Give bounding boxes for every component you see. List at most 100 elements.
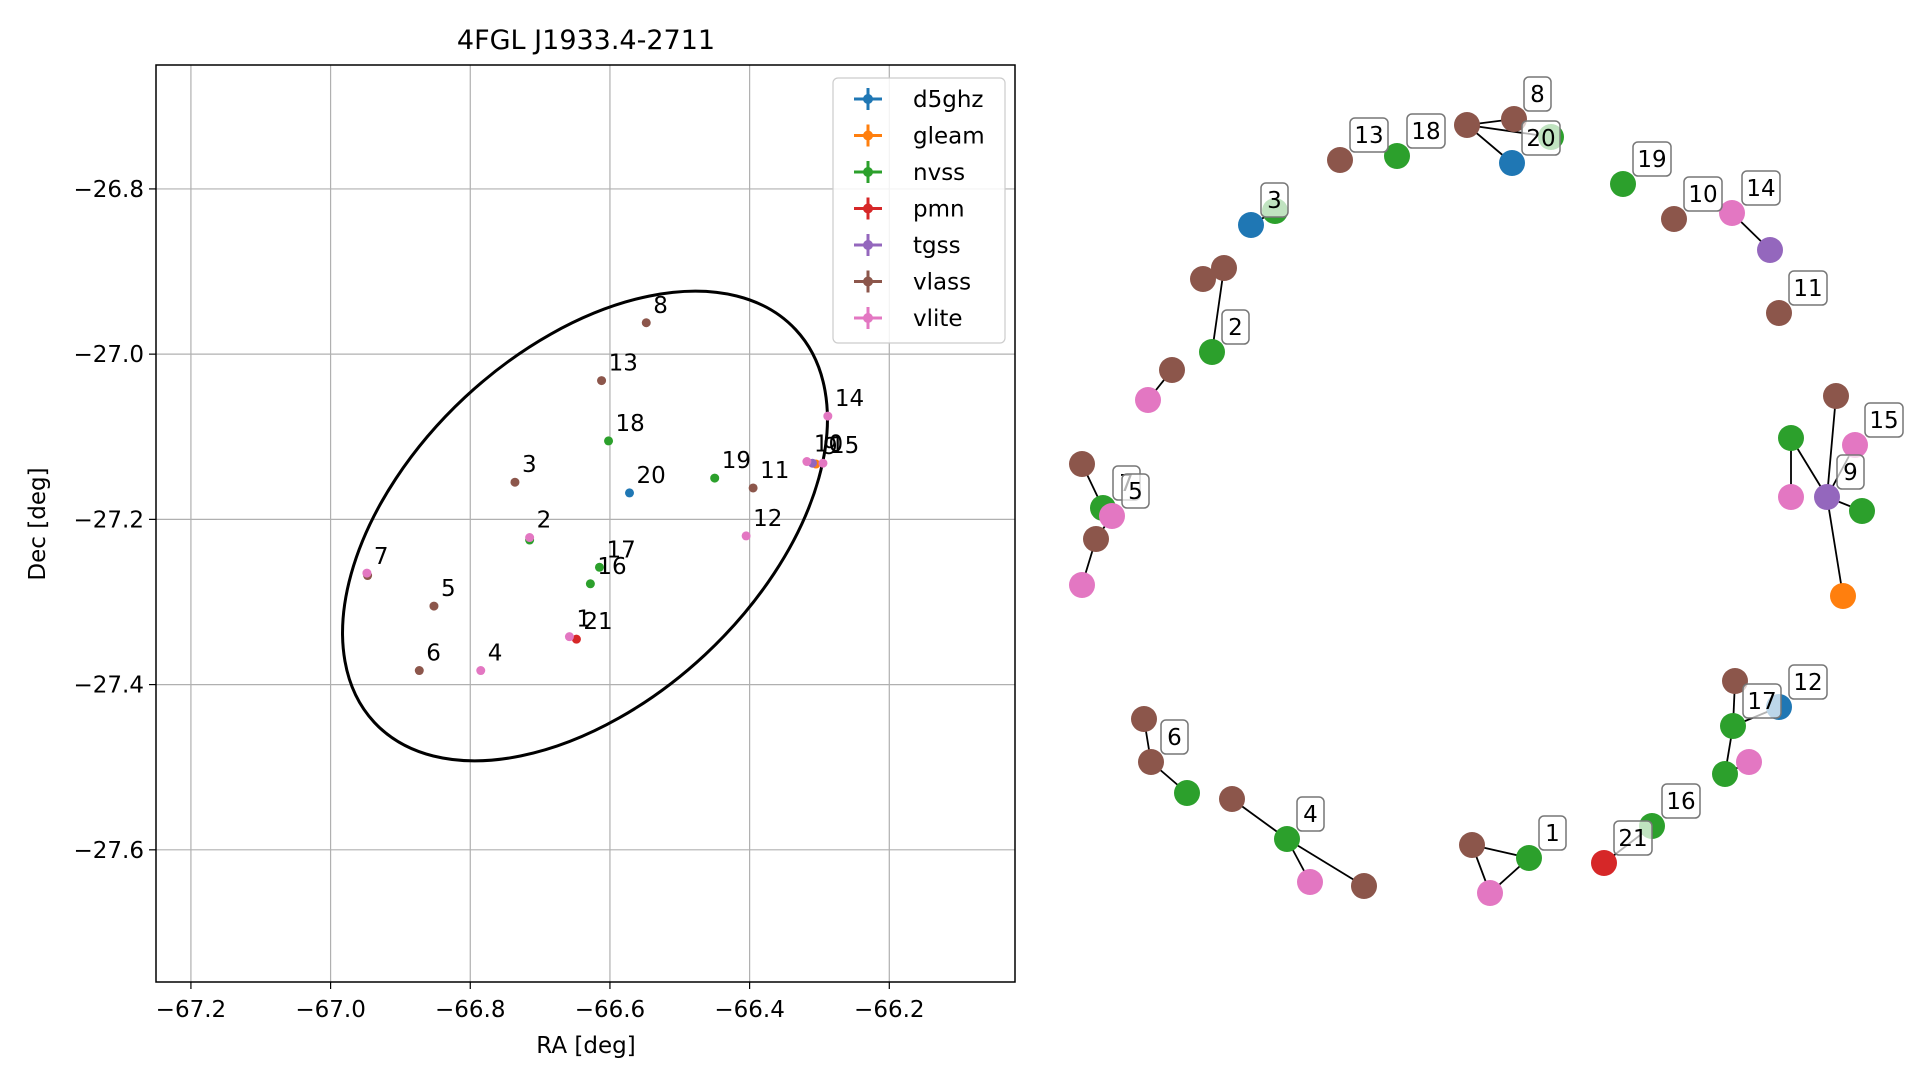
point-label: 3 bbox=[522, 452, 537, 478]
network-node-vlass bbox=[1083, 526, 1109, 552]
network-label-box bbox=[1613, 820, 1653, 856]
network-nodes bbox=[1069, 106, 1875, 906]
network-label-text: 6 bbox=[1167, 725, 1182, 751]
network-node-vlass bbox=[1190, 266, 1216, 292]
network-label-box bbox=[1260, 182, 1289, 218]
data-point-vlite bbox=[362, 568, 372, 578]
network-label-box bbox=[1788, 664, 1828, 700]
network-label-text: 18 bbox=[1411, 119, 1440, 145]
network-label: 6 bbox=[1160, 719, 1189, 755]
legend-marker bbox=[863, 276, 873, 287]
legend-entry-gleam: gleam bbox=[854, 124, 985, 150]
network-label-text: 21 bbox=[1618, 826, 1647, 852]
network-edge bbox=[1826, 395, 1837, 498]
network-label: 4 bbox=[1296, 796, 1325, 832]
data-point-vlass bbox=[641, 318, 651, 328]
network-label: 12 bbox=[1788, 664, 1828, 700]
data-point-pmn bbox=[571, 634, 581, 644]
network-node-vlass bbox=[1722, 668, 1748, 694]
y-tick-label: −27.6 bbox=[74, 838, 144, 864]
network-label-box bbox=[1406, 113, 1446, 149]
network-node-vlass bbox=[1131, 706, 1157, 732]
network-label-text: 20 bbox=[1526, 126, 1555, 152]
network-label-box bbox=[1296, 796, 1325, 832]
network-label-box bbox=[1160, 719, 1189, 755]
network-label: 14 bbox=[1741, 170, 1781, 206]
network-label-text: 2 bbox=[1228, 315, 1243, 341]
network-label-text: 11 bbox=[1793, 276, 1822, 302]
legend: d5ghz gleam nvss pmn tgss vlass vlite bbox=[832, 77, 1006, 344]
marker-layer bbox=[362, 318, 833, 676]
legend-marker bbox=[863, 203, 873, 214]
legend-marker bbox=[863, 240, 873, 250]
ellipse-layer bbox=[341, 289, 829, 763]
network-node-nvss bbox=[1516, 845, 1542, 871]
network-node-vlass bbox=[1069, 451, 1095, 477]
network-node-vlite bbox=[1135, 387, 1161, 413]
network-label-box bbox=[1741, 170, 1781, 206]
network-label-text: 1 bbox=[1545, 821, 1560, 847]
network-node-tgss bbox=[1757, 237, 1783, 263]
network-node-nvss bbox=[1384, 143, 1410, 169]
network-label-box bbox=[1742, 683, 1782, 719]
axis-ticks: −67.2 −67.0 −66.8 −66.6 −66.4 −66.2 −26.8 −27.0… bbox=[74, 177, 925, 1023]
legend-label: tgss bbox=[913, 233, 961, 259]
network-label: 16 bbox=[1661, 783, 1701, 819]
y-tick-label: −27.2 bbox=[74, 507, 144, 533]
network-node-vlass bbox=[1661, 206, 1687, 232]
x-axis-label: RA [deg] bbox=[536, 1033, 635, 1059]
legend-entry-vlite: vlite bbox=[854, 306, 963, 332]
legend-label: gleam bbox=[913, 124, 985, 150]
x-tick-label: −67.0 bbox=[295, 997, 365, 1023]
network-edges bbox=[1081, 118, 1863, 894]
point-label: 18 bbox=[616, 411, 645, 437]
network-node-pmn bbox=[1591, 850, 1617, 876]
data-point-vlite bbox=[818, 458, 828, 468]
network-label: 21 bbox=[1613, 820, 1653, 856]
point-label: 21 bbox=[583, 609, 612, 635]
point-label: 17 bbox=[606, 537, 635, 563]
data-point-nvss bbox=[710, 473, 720, 483]
network-label-box bbox=[1221, 309, 1250, 345]
legend-entry-d5ghz: d5ghz bbox=[854, 87, 983, 113]
network-node-nvss bbox=[1778, 425, 1804, 451]
network-panel: 820131819101411329157517126164121 bbox=[1069, 76, 1904, 906]
network-label: 2 bbox=[1221, 309, 1250, 345]
network-label: 3 bbox=[1260, 182, 1289, 218]
legend-marker bbox=[863, 167, 873, 177]
point-label: 9 bbox=[823, 434, 838, 460]
network-label-text: 16 bbox=[1666, 789, 1695, 815]
point-label: 7 bbox=[374, 544, 389, 570]
network-label-box bbox=[1836, 454, 1865, 490]
network-label: 8 bbox=[1523, 76, 1552, 112]
y-tick-label: −27.4 bbox=[74, 673, 144, 699]
network-node-vlite bbox=[1297, 869, 1323, 895]
network-node-d5ghz bbox=[1499, 150, 1525, 176]
network-node-nvss bbox=[1712, 761, 1738, 787]
point-label: 14 bbox=[835, 386, 864, 412]
network-label-text: 15 bbox=[1869, 408, 1898, 434]
network-edge bbox=[1286, 838, 1365, 887]
network-label: 5 bbox=[1121, 473, 1150, 509]
network-node-nvss bbox=[1199, 339, 1225, 365]
point-label: 12 bbox=[753, 506, 782, 532]
legend-box bbox=[832, 77, 1006, 344]
network-node-vlass bbox=[1823, 383, 1849, 409]
plot-frame bbox=[155, 64, 1016, 983]
legend-entry-nvss: nvss bbox=[854, 160, 965, 186]
data-point-vlite bbox=[525, 533, 535, 543]
x-tick-label: −66.4 bbox=[714, 997, 784, 1023]
network-label: 17 bbox=[1742, 683, 1782, 719]
network-label-text: 3 bbox=[1267, 188, 1282, 214]
network-label: 13 bbox=[1349, 117, 1389, 153]
point-label: 19 bbox=[722, 448, 751, 474]
network-label-text: 9 bbox=[1843, 460, 1858, 486]
point-label: 16 bbox=[597, 554, 626, 580]
network-node-vlass bbox=[1454, 112, 1480, 138]
point-label: 10 bbox=[814, 432, 843, 458]
network-label-box bbox=[1788, 270, 1828, 306]
network-node-vlite bbox=[1842, 432, 1868, 458]
